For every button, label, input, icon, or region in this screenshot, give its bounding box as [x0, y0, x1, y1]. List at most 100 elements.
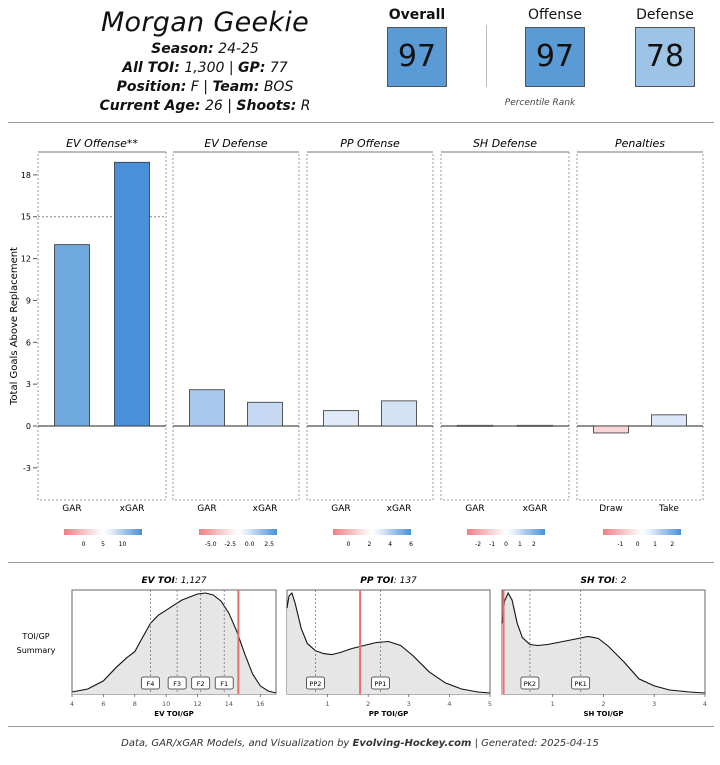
- gp-label: GP: [238, 60, 260, 76]
- density-title-value: 2: [621, 576, 627, 586]
- density-x-label: PP TOI/GP: [369, 710, 408, 718]
- bar-xgar: [114, 161, 150, 427]
- x-tick-label: 5: [488, 700, 492, 708]
- x-tick-label: 3: [652, 700, 656, 708]
- density-title: PP TOI: 137: [360, 576, 417, 586]
- density-area: [72, 593, 276, 694]
- season-line: Season: 24-25: [151, 41, 259, 57]
- marker-box: [370, 676, 390, 690]
- density-title-colon: :: [615, 576, 621, 586]
- panel-frame: [306, 151, 434, 501]
- legend-tick-label: 0.0: [245, 541, 255, 548]
- marker-label: F2: [197, 680, 205, 688]
- gp-value: 77: [269, 60, 288, 76]
- density-area: [287, 593, 490, 694]
- legend-colorbar: [467, 529, 545, 535]
- position-value: F: [190, 79, 199, 95]
- marker-box: [167, 676, 187, 690]
- panel-title: EV Offense**: [66, 137, 138, 150]
- bar-gar: [54, 244, 90, 427]
- bottom-divider: [8, 726, 714, 727]
- footer-generated: | Generated: 2025-04-15: [471, 738, 599, 749]
- density-title: SH TOI: 2: [581, 576, 627, 586]
- x-category-label: GAR: [62, 504, 81, 514]
- bar-gar: [189, 389, 225, 427]
- marker-label: PP2: [309, 680, 321, 688]
- legend-tick-label: 2: [670, 541, 674, 548]
- legend-tick-label: -2: [475, 541, 481, 548]
- density-title-colon: :: [394, 576, 400, 586]
- marker-box: [141, 676, 160, 690]
- x-tick-label: 6: [101, 700, 105, 708]
- age-label: Current Age: [99, 98, 195, 114]
- marker-box: [191, 676, 211, 690]
- density-title: EV TOI: 1,127: [141, 576, 206, 586]
- legend-tick-label: 2: [532, 541, 536, 548]
- x-category-label: xGAR: [253, 504, 278, 514]
- legend-tick-label: 1: [653, 541, 657, 548]
- bar-gar: [323, 410, 359, 427]
- panel-frame: [576, 151, 704, 501]
- overall-label: Overall: [388, 7, 446, 23]
- legend-tick-label: 0: [82, 541, 86, 548]
- offense-rank: Offense 97: [522, 6, 588, 87]
- defense-rank: Defense 78: [632, 6, 698, 87]
- y-tick-label: -3: [23, 464, 31, 473]
- marker-label: F3: [173, 680, 181, 688]
- legend-tick-label: 4: [388, 541, 392, 548]
- legend-colorbar: [333, 529, 411, 535]
- footer: Data, GAR/xGAR Models, and Visualization…: [0, 738, 720, 749]
- density-title-colon: :: [175, 576, 181, 586]
- legend-tick-label: 2: [367, 541, 371, 548]
- overall-value: 97: [387, 27, 447, 87]
- overall-rank: Overall 97: [386, 6, 448, 87]
- y-tick-label: 6: [26, 338, 31, 347]
- x-tick-label: 4: [703, 700, 707, 708]
- summary-label-line1: TOI/GP: [21, 632, 49, 641]
- y-tick-label: 0: [26, 422, 31, 431]
- top-divider: [8, 122, 714, 123]
- footer-brand: Evolving-Hockey.com: [352, 738, 472, 749]
- bar-xgar: [517, 424, 553, 427]
- summary-label-line2: Summary: [17, 646, 56, 655]
- marker-box: [214, 676, 234, 690]
- density-title-value: 137: [400, 576, 417, 586]
- x-tick-label: 2: [366, 700, 370, 708]
- x-tick-label: 14: [225, 700, 233, 708]
- x-category-label: GAR: [197, 504, 216, 514]
- y-axis-label: Total Goals Above Replacement: [9, 247, 20, 406]
- bar-gar: [457, 424, 493, 427]
- x-category-label: Take: [658, 504, 679, 514]
- age-line: Current Age: 26 | Shoots: R: [99, 98, 311, 114]
- age-value: 26: [204, 98, 223, 114]
- player-name: Morgan Geekie: [100, 7, 310, 38]
- panel-frame: [172, 151, 300, 501]
- player-header: Morgan Geekie Season: 24-25 All TOI: 1,3…: [40, 6, 370, 116]
- legend-tick-label: 10: [119, 541, 127, 548]
- density-x-label: EV TOI/GP: [154, 710, 193, 718]
- panel-title: PP Offense: [340, 137, 400, 150]
- position-line: Position: F | Team: BOS: [116, 79, 294, 95]
- x-tick-label: 10: [162, 700, 170, 708]
- legend-colorbar: [603, 529, 681, 535]
- shoots-value: R: [300, 98, 311, 114]
- panel-title: SH Defense: [473, 137, 537, 150]
- marker-label: F4: [147, 680, 155, 688]
- x-category-label: xGAR: [387, 504, 412, 514]
- legend-tick-label: 0: [504, 541, 508, 548]
- x-category-label: GAR: [331, 504, 350, 514]
- x-tick-label: 1: [326, 700, 330, 708]
- legend-tick-label: 0: [347, 541, 351, 548]
- footer-prefix: Data, GAR/xGAR Models, and Visualization…: [121, 738, 353, 749]
- marker-label: PK2: [524, 680, 536, 688]
- bar-draw: [593, 425, 629, 434]
- legend-colorbar: [199, 529, 277, 535]
- toi-label: All TOI: [122, 60, 175, 76]
- legend-tick-label: -5.0: [205, 541, 217, 548]
- x-tick-label: 8: [133, 700, 137, 708]
- x-tick-label: 4: [70, 700, 74, 708]
- x-category-label: Draw: [599, 504, 623, 514]
- marker-label: PP1: [374, 680, 386, 688]
- panel-title: EV Defense: [204, 137, 268, 150]
